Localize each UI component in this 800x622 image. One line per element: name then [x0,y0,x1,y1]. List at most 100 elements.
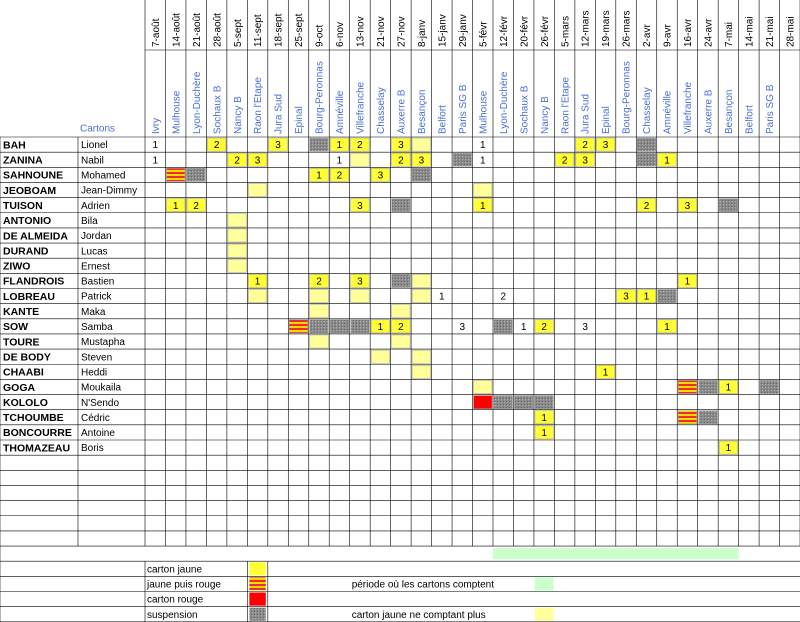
venue-header: Jura Sud [274,94,285,134]
date-header: 21-mai [765,16,776,47]
legend-swatch [249,607,266,621]
date-header: 14-août [171,13,182,47]
first-name: Ernest [81,261,110,272]
card-count: 1 [726,443,732,454]
card-cell [391,334,411,349]
card-count: 1 [337,155,343,166]
first-name: Moukaila [81,383,121,394]
card-count: 2 [541,322,547,333]
date-header: 14-mai [745,16,756,47]
card-cell [575,152,595,167]
card-cell [534,395,554,409]
last-name: FLANDROIS [3,276,64,288]
date-header: 7-août [151,18,162,47]
card-count: 2 [193,201,199,212]
card-cell [637,198,657,213]
card-count: 2 [398,322,404,333]
card-cell [575,137,595,152]
card-cell [534,319,554,334]
card-cell [637,152,657,167]
card-cell [350,274,370,288]
legend-swatch [249,592,266,606]
card-count: 2 [337,171,343,182]
card-count: 2 [214,140,220,151]
venue-header: Belfort [437,105,448,134]
venue-header: Nancy B [540,96,551,134]
venue-header: Villefranche [356,81,367,134]
card-cell [411,289,431,303]
card-count: 2 [234,155,240,166]
legend-label: jaune puis rouge [146,580,221,591]
date-header: 21-août [192,13,203,47]
card-count: 1 [152,155,158,166]
venue-header: Epinal [601,106,612,134]
venue-header: Villefranche [683,81,694,134]
card-cell [493,395,513,409]
first-name: N'Sendo [81,398,119,409]
venue-header: Besançon [724,90,735,134]
first-name: Antoine [81,428,115,439]
venue-header: Belfort [745,105,756,134]
card-count: 3 [378,171,384,182]
card-count: 2 [644,201,650,212]
first-name: Mustapha [81,337,125,348]
card-cell [411,349,431,364]
date-header: 26-mars [622,10,633,47]
card-cell [698,410,718,425]
last-name: ANTONIO [3,215,51,227]
card-count: 2 [357,140,363,151]
card-cell [473,395,493,409]
card-count: 1 [726,383,732,394]
first-name: Boris [81,443,104,454]
date-header: 12-mars [581,10,592,47]
card-cell [309,274,329,288]
card-cell [309,289,329,303]
card-cell [718,198,738,213]
card-count: 1 [603,367,609,378]
card-cell [309,319,329,334]
last-name: JEOBOAM [3,185,56,197]
last-name: SAHNOUNE [3,170,63,182]
card-cell [370,319,390,334]
card-count: 1 [480,201,486,212]
last-name: LOBREAU [3,291,55,303]
card-count: 3 [275,140,281,151]
venue-header: Auxerre B [397,89,408,134]
venue-header: Bourg-Peronnas [622,61,633,134]
card-cell [637,289,657,303]
card-count: 1 [173,201,179,212]
venue-header: Lyon-Duchère [499,71,510,134]
venue-header: Ivry [151,118,162,134]
card-cell [616,289,636,303]
card-count: 2 [398,155,404,166]
date-header: 24-avr [704,18,715,47]
card-count: 1 [480,155,486,166]
last-name: SOW [3,321,28,333]
date-header: 6-nov [335,22,346,47]
date-header: 5-sept [233,19,244,47]
venue-header: Amnéville [663,90,674,134]
card-cell [166,168,186,182]
card-count: 1 [685,277,691,288]
card-cell [677,380,697,394]
card-count: 3 [685,201,691,212]
card-count: 3 [255,155,261,166]
card-cell [637,137,657,152]
venue-header: Raon l'Etape [253,77,264,134]
first-name: Jordan [81,231,112,242]
card-count: 1 [439,292,445,303]
date-header: 5-févr [478,21,489,47]
venue-header: Auxerre B [704,89,715,134]
last-name: BAH [3,139,26,151]
card-cell [555,152,575,167]
venue-header: Bourg-Peronnas [315,61,326,134]
first-name: Nabil [81,155,104,166]
last-name: GOGA [3,382,36,394]
card-cell [350,319,370,334]
venue-header: Amnéville [335,90,346,134]
card-cell [309,137,329,152]
venue-header: Lyon-Duchère [192,71,203,134]
card-cell [452,152,472,167]
card-count: 2 [316,277,322,288]
